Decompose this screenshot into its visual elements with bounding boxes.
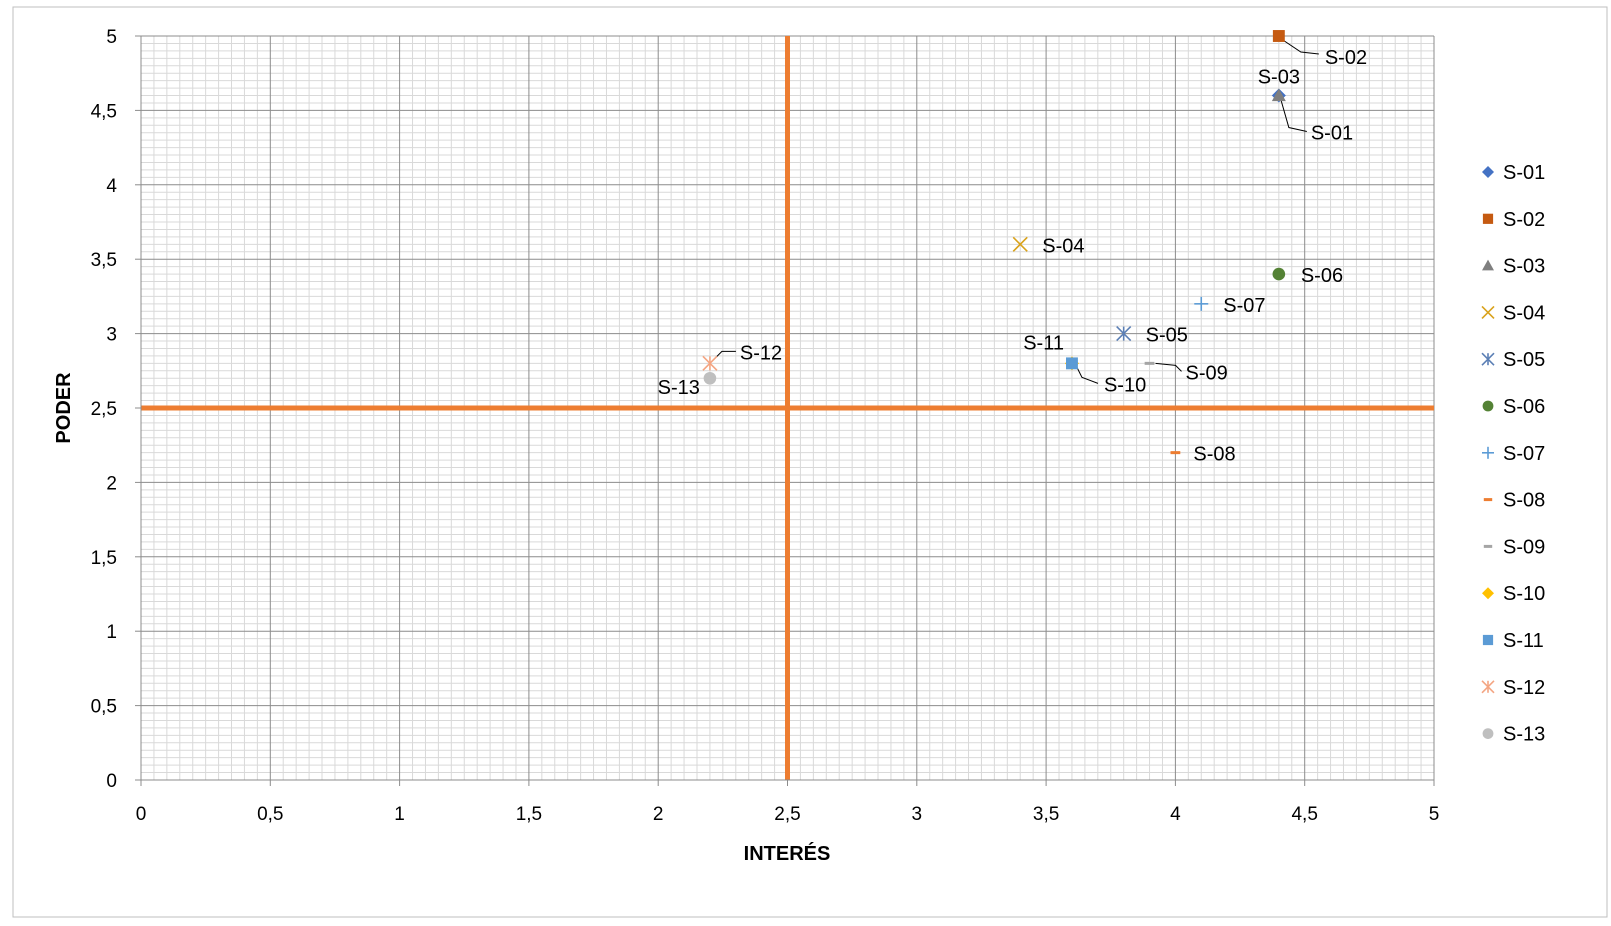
- legend-marker-s-01: [1482, 166, 1494, 178]
- data-point-s-05: [1116, 326, 1132, 342]
- y-tick-label: 3: [106, 325, 117, 346]
- y-tick-label: 0,5: [91, 697, 117, 718]
- data-point-s-11: [1066, 357, 1078, 370]
- x-tick-label: 1,5: [516, 804, 542, 825]
- data-point-s-04: [1012, 236, 1028, 252]
- x-tick-label: 4: [1170, 804, 1181, 825]
- legend-label-s-02: S-02: [1503, 209, 1545, 231]
- y-tick-label: 5: [106, 27, 117, 48]
- legend-label-s-05: S-05: [1503, 349, 1545, 371]
- y-tick-label: 0: [106, 771, 117, 792]
- data-label-s-06: S-06: [1301, 265, 1343, 287]
- legend-marker-s-05: [1481, 352, 1495, 366]
- legend-label-s-09: S-09: [1503, 536, 1545, 558]
- legend-label-s-12: S-12: [1503, 677, 1545, 699]
- y-tick-label: 1: [106, 622, 117, 643]
- legend-label-s-04: S-04: [1503, 302, 1545, 324]
- data-label-s-02: S-02: [1325, 47, 1367, 69]
- data-point-s-02: [1272, 30, 1285, 42]
- data-label-s-09: S-09: [1186, 362, 1228, 384]
- data-points: [702, 30, 1286, 455]
- data-label-s-07: S-07: [1223, 295, 1265, 317]
- legend-label-s-06: S-06: [1503, 396, 1545, 418]
- legend-marker-s-06: [1482, 400, 1494, 412]
- legend-marker-s-11: [1482, 634, 1494, 646]
- y-tick-label: 4: [106, 176, 117, 197]
- x-tick-label: 2: [653, 804, 664, 825]
- legend-marker-s-03: [1482, 259, 1494, 271]
- x-tick-label: 3: [912, 804, 923, 825]
- data-label-s-10: S-10: [1104, 374, 1146, 396]
- y-tick-label: 2: [106, 473, 117, 494]
- y-tick-label: 4,5: [91, 101, 117, 122]
- data-label-s-01: S-01: [1311, 123, 1353, 145]
- x-tick-label: 2,5: [774, 804, 800, 825]
- data-point-s-13: [703, 371, 717, 385]
- legend-marker-s-13: [1482, 728, 1494, 739]
- data-label-s-11: S-11: [1023, 332, 1064, 354]
- legend-label-s-08: S-08: [1503, 490, 1545, 512]
- data-label-s-12: S-12: [740, 342, 782, 364]
- x-tick-label: 1: [394, 804, 405, 825]
- legend-marker-s-07: [1482, 446, 1494, 459]
- legend-label-s-03: S-03: [1503, 256, 1545, 278]
- data-labels: S-01 S-02 S-03 S-04 S-05 S-06 S-07 S-08 S-09 S-10…: [658, 47, 1367, 466]
- axes: 0 0,5 1 1,5 2 2,5 3 3,5 4 4,5 5 0 0,5 1 1,5 2 2,5 3 3,5 4 4,…: [91, 27, 1440, 825]
- legend-label-s-07: S-07: [1503, 443, 1545, 465]
- legend-label-s-10: S-10: [1503, 583, 1545, 605]
- leader-line-s-01: [1280, 99, 1307, 133]
- data-label-s-03: S-03: [1258, 67, 1300, 89]
- y-tick-label: 2,5: [91, 399, 117, 420]
- y-tick-label: 3,5: [91, 250, 117, 271]
- x-tick-label: 4,5: [1291, 804, 1317, 825]
- legend-marker-s-04: [1481, 305, 1495, 319]
- y-axis-title: PODER: [53, 372, 75, 444]
- data-point-s-07: [1194, 296, 1209, 311]
- legend-marker-s-02: [1482, 213, 1494, 224]
- data-point-s-03: [1271, 88, 1286, 102]
- x-tick-label: 0: [136, 804, 147, 825]
- legend-marker-s-12: [1481, 680, 1495, 694]
- x-tick-label: 5: [1429, 804, 1440, 825]
- x-axis-title: INTERÉS: [744, 842, 831, 865]
- data-label-s-05: S-05: [1146, 325, 1188, 347]
- data-label-s-08: S-08: [1193, 444, 1235, 466]
- x-tick-label: 0,5: [257, 804, 283, 825]
- legend-label-s-11: S-11: [1503, 630, 1544, 652]
- data-point-s-12: [702, 355, 718, 371]
- legend-label-s-13: S-13: [1503, 724, 1545, 746]
- legend-marker-s-10: [1482, 587, 1494, 600]
- leader-line-s-10: [1075, 365, 1099, 384]
- leader-line-s-02: [1282, 39, 1319, 55]
- data-label-s-13: S-13: [658, 377, 700, 399]
- leader-line-s-09: [1155, 362, 1182, 372]
- y-tick-label: 1,5: [91, 548, 117, 569]
- data-point-s-06: [1272, 267, 1286, 281]
- legend-label-s-01: S-01: [1503, 162, 1545, 184]
- x-tick-label: 3,5: [1033, 804, 1059, 825]
- reference-lines: [141, 36, 1434, 780]
- legend: S-01 S-02 S-03 S-04 S-05 S-06 S-07 S-08 S-09 S-10…: [1481, 162, 1545, 746]
- data-label-s-04: S-04: [1042, 235, 1084, 257]
